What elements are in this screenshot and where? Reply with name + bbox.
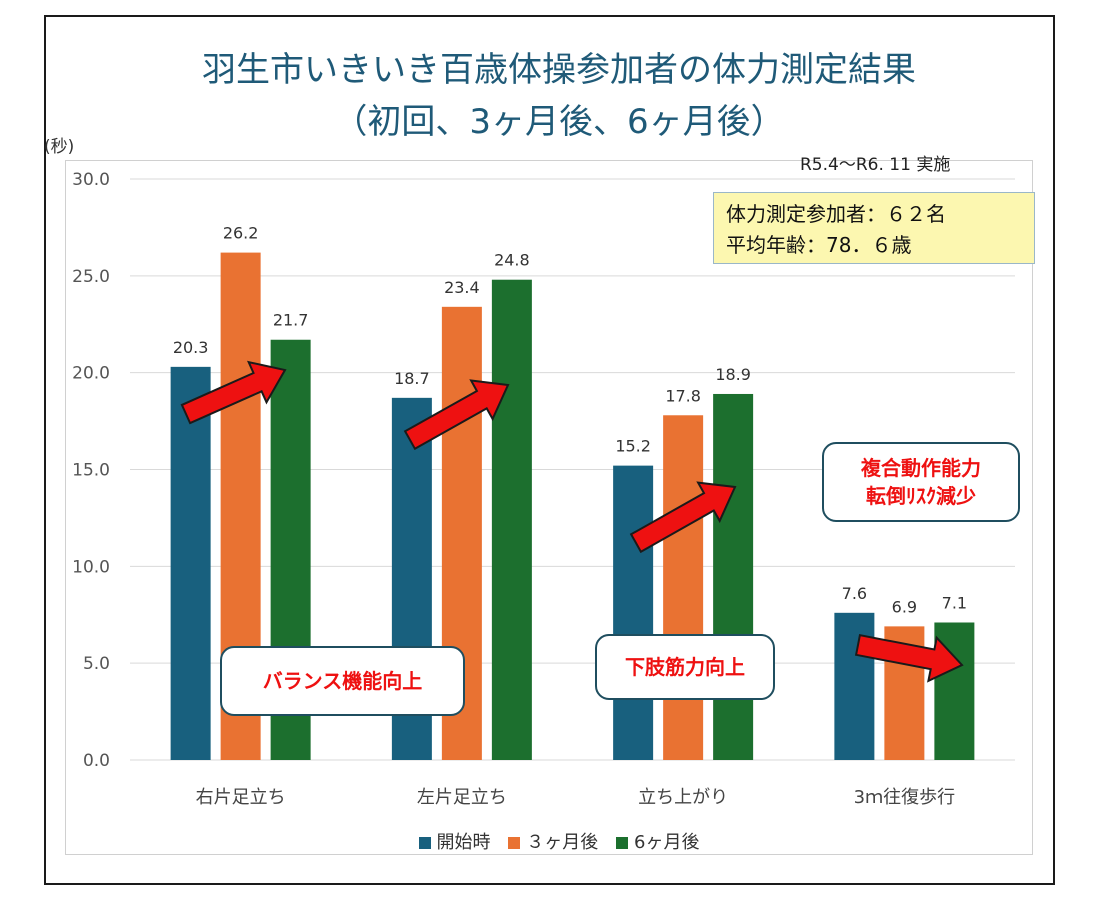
data-label: 7.6 bbox=[842, 584, 867, 603]
y-tick-label: 25.0 bbox=[72, 267, 110, 287]
fall-risk-callout: 複合動作能力 転倒ﾘｽｸ減少 bbox=[822, 442, 1020, 522]
y-tick-label: 15.0 bbox=[72, 461, 110, 481]
data-label: 15.2 bbox=[615, 437, 651, 456]
chart-subtitle: （初回、3ヶ月後、6ヶ月後） bbox=[333, 102, 785, 142]
bar bbox=[613, 465, 654, 760]
data-label: 23.4 bbox=[444, 278, 480, 297]
trend-arrow-icon bbox=[629, 481, 737, 554]
legend-item-3months: ３ヶ月後 bbox=[508, 828, 598, 854]
bar bbox=[834, 612, 875, 760]
bar bbox=[713, 393, 754, 760]
data-label: 18.9 bbox=[715, 365, 751, 384]
leg-strength-callout: 下肢筋力向上 bbox=[595, 634, 775, 700]
balance-callout-text: バランス機能向上 bbox=[262, 669, 423, 693]
category-label: 右片足立ち bbox=[196, 787, 286, 808]
data-label: 26.2 bbox=[223, 224, 259, 243]
y-tick-label: 20.0 bbox=[72, 364, 110, 384]
data-label: 17.8 bbox=[665, 386, 701, 405]
bar bbox=[491, 279, 532, 760]
legend: 開始時 ３ヶ月後 6ヶ月後 bbox=[0, 828, 1118, 854]
fall-risk-callout-line1: 複合動作能力 bbox=[861, 456, 981, 480]
data-label: 20.3 bbox=[173, 338, 209, 357]
category-label: 3ｍ往復歩行 bbox=[854, 787, 955, 808]
period-note: R5.4～R6. 11 実施 bbox=[800, 155, 951, 175]
trend-arrow-icon bbox=[854, 634, 964, 683]
bar bbox=[170, 366, 211, 760]
y-tick-label: 10.0 bbox=[72, 557, 110, 577]
average-age: 平均年齢：78．６歳 bbox=[726, 233, 912, 257]
y-tick-label: 30.0 bbox=[72, 170, 110, 190]
data-label: 18.7 bbox=[394, 369, 430, 388]
data-label: 7.1 bbox=[942, 593, 967, 612]
data-label: 24.8 bbox=[494, 251, 530, 270]
category-label: 左片足立ち bbox=[417, 787, 507, 808]
plot-area bbox=[65, 160, 1033, 855]
trend-arrow-icon bbox=[180, 360, 287, 425]
data-label: 6.9 bbox=[892, 597, 917, 616]
chart-title: 羽生市いきいき百歳体操参加者の体力測定結果 bbox=[202, 50, 916, 90]
leg-strength-callout-text: 下肢筋力向上 bbox=[625, 655, 745, 679]
y-tick-label: 0.0 bbox=[83, 751, 110, 771]
fall-risk-callout-line2: 転倒ﾘｽｸ減少 bbox=[866, 484, 976, 508]
legend-item-6months: 6ヶ月後 bbox=[616, 828, 699, 854]
participant-info-box: 体力測定参加者：６２名 平均年齢：78．６歳 bbox=[713, 192, 1035, 264]
balance-callout: バランス機能向上 bbox=[220, 646, 465, 716]
data-label: 21.7 bbox=[273, 311, 309, 330]
bar bbox=[663, 415, 704, 760]
trend-arrow-icon bbox=[403, 379, 510, 451]
y-axis-unit: (秒) bbox=[44, 137, 75, 157]
participant-count: 体力測定参加者：６２名 bbox=[726, 202, 946, 226]
y-tick-label: 5.0 bbox=[83, 654, 110, 674]
legend-item-start: 開始時 bbox=[418, 828, 491, 854]
category-label: 立ち上がり bbox=[638, 787, 728, 808]
